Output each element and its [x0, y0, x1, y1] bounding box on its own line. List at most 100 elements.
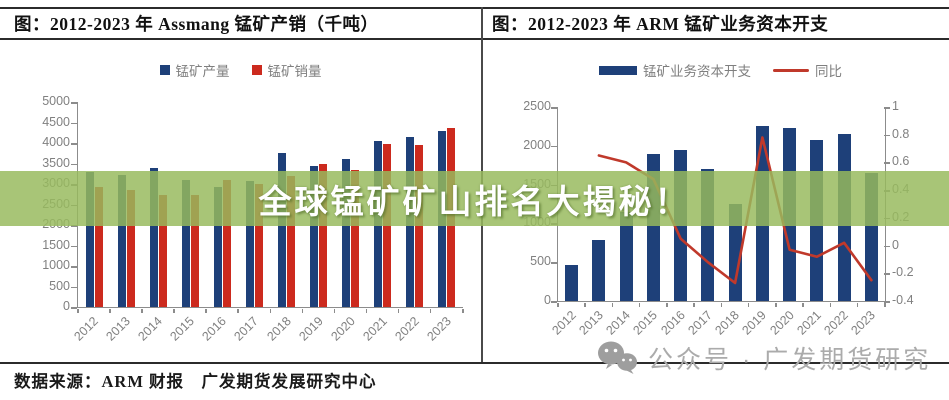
left-chart-xtick [365, 308, 368, 313]
left-chart-xtick [237, 308, 239, 313]
left-chart-xtick [141, 308, 143, 313]
right-chart-ytick-right-1: 1 [892, 99, 899, 113]
left-chart-ytickmark [71, 266, 77, 268]
right-chart-xtick [557, 302, 559, 307]
left-chart-ytickmark [71, 286, 77, 288]
left-bar-sales-2017 [254, 184, 263, 307]
left-bar-sales-2014 [158, 195, 167, 307]
legend-item-sales: 锰矿销量 [251, 60, 322, 80]
left-chart-xtick [77, 308, 79, 313]
promo-banner: 全球锰矿矿山排名大揭秘！ [0, 171, 949, 226]
legend-item-capex: 锰矿业务资本开支 [599, 60, 751, 80]
left-bar-sales-2015 [190, 194, 199, 307]
left-chart-xtick [109, 308, 111, 313]
left-chart-ytick-4000: 4000 [42, 135, 70, 149]
left-bar-production-2012 [85, 171, 94, 307]
data-source-note: 数据来源：ARM 财报 广发期货发展研究中心 [14, 372, 377, 391]
left-chart-xtick [462, 308, 464, 313]
left-chart-ytick-500: 500 [49, 278, 70, 293]
left-chart-xtick [429, 308, 432, 313]
wechat-icon [598, 341, 637, 374]
left-chart-ytick-4500: 4500 [42, 114, 70, 129]
right-chart-xtick [584, 302, 586, 307]
right-chart-ytick-right--0.2: -0.2 [892, 265, 914, 280]
legend-label-production: 锰矿产量 [175, 64, 230, 79]
right-chart-ytickmark-right [884, 134, 890, 137]
left-bar-production-2017 [245, 180, 254, 307]
right-bar-capex-2013 [592, 240, 606, 301]
right-chart-ytick-left-0: 0 [544, 293, 551, 307]
right-chart-ytickmark-left [551, 301, 557, 303]
right-chart-xtick [720, 302, 722, 307]
left-bar-sales-2018 [287, 175, 296, 307]
right-chart-ytickmark-left [551, 107, 557, 109]
right-chart-xtick [802, 302, 804, 307]
right-chart-ytick-left-2000: 2000 [523, 137, 551, 152]
left-chart-ytickmark [71, 245, 77, 247]
right-chart-xtick [693, 302, 695, 307]
left-bar-sales-2012 [94, 187, 103, 307]
left-chart-ytick-5000: 5000 [42, 94, 70, 108]
legend-label-sales: 锰矿销量 [267, 64, 322, 79]
left-bar-production-2018 [278, 153, 287, 307]
left-bar-production-2014 [149, 168, 158, 307]
watermark: 公众号 · 广发期货研究 [596, 340, 931, 376]
right-chart-ytickmark-right [884, 107, 890, 109]
left-chart-xtick [333, 308, 336, 313]
left-bar-production-2020 [342, 159, 351, 307]
right-chart-ytickmark-left [551, 145, 557, 148]
production-swatch-icon [159, 65, 170, 75]
legend-item-yoy: 同比 [773, 60, 842, 80]
left-bar-production-2019 [310, 166, 319, 307]
left-chart-ytick-3500: 3500 [42, 155, 70, 170]
right-chart-title: 图：2012-2023 年 ARM 锰矿业务资本开支 [492, 14, 829, 34]
left-bar-sales-2019 [319, 164, 328, 307]
left-chart-title: 图：2012-2023 年 Assmang 锰矿产销（千吨） [14, 14, 379, 34]
right-bar-capex-2014 [619, 211, 633, 301]
watermark-text: 公众号 · 广发期货研究 [648, 346, 932, 374]
top-rule [0, 7, 949, 9]
header-rule [0, 38, 949, 40]
left-chart-ytickmark [71, 102, 77, 104]
left-chart-xtick [301, 308, 304, 313]
right-chart-ytick-left-2500: 2500 [523, 99, 551, 113]
right-chart-xtick [856, 302, 859, 307]
left-chart-xtick [397, 308, 400, 313]
left-chart-ytickmark [71, 122, 77, 124]
left-chart-ytickmark [71, 307, 77, 309]
left-bar-sales-2020 [351, 169, 360, 307]
right-chart-ytick-right-0.8: 0.8 [892, 126, 910, 141]
right-chart-ytick-right-0.6: 0.6 [892, 154, 910, 169]
right-chart-xtick [884, 302, 886, 307]
right-chart-xtick [829, 302, 831, 307]
left-bar-sales-2013 [126, 190, 135, 307]
right-chart-ytickmark-right [884, 245, 890, 248]
right-chart-ytickmark-right [884, 301, 890, 303]
sales-swatch-icon [251, 65, 262, 75]
legend-label-capex: 锰矿业务资本开支 [643, 64, 751, 79]
right-chart-xtick [638, 302, 641, 307]
right-chart-ytick-left-500: 500 [530, 254, 551, 269]
left-chart-xtick [205, 308, 207, 313]
right-bar-capex-2018 [728, 204, 742, 301]
promo-banner-text: 全球锰矿矿山排名大揭秘！ [258, 182, 691, 220]
capex-swatch-icon [599, 65, 637, 75]
right-bar-capex-2012 [565, 265, 579, 301]
left-chart-ytick-0: 0 [63, 299, 70, 313]
right-chart-legend: 锰矿业务资本开支 同比 [557, 60, 884, 80]
right-chart-ytick-right--0.4: -0.4 [892, 293, 914, 307]
left-chart-ytickmark [71, 163, 77, 165]
left-bar-production-2015 [181, 180, 190, 307]
footer-rule [0, 362, 949, 364]
legend-label-yoy: 同比 [815, 64, 842, 79]
right-chart-xtick [611, 302, 613, 307]
left-bar-production-2016 [213, 187, 222, 307]
left-chart-xtick [269, 308, 271, 313]
right-chart-ytickmark-left [551, 262, 557, 264]
yoy-swatch-icon [773, 68, 809, 72]
legend-item-production: 锰矿产量 [159, 60, 230, 80]
left-chart-ytickmark [71, 143, 77, 145]
left-chart-ytick-1000: 1000 [42, 258, 70, 272]
right-chart-ytickmark-right [884, 162, 890, 164]
